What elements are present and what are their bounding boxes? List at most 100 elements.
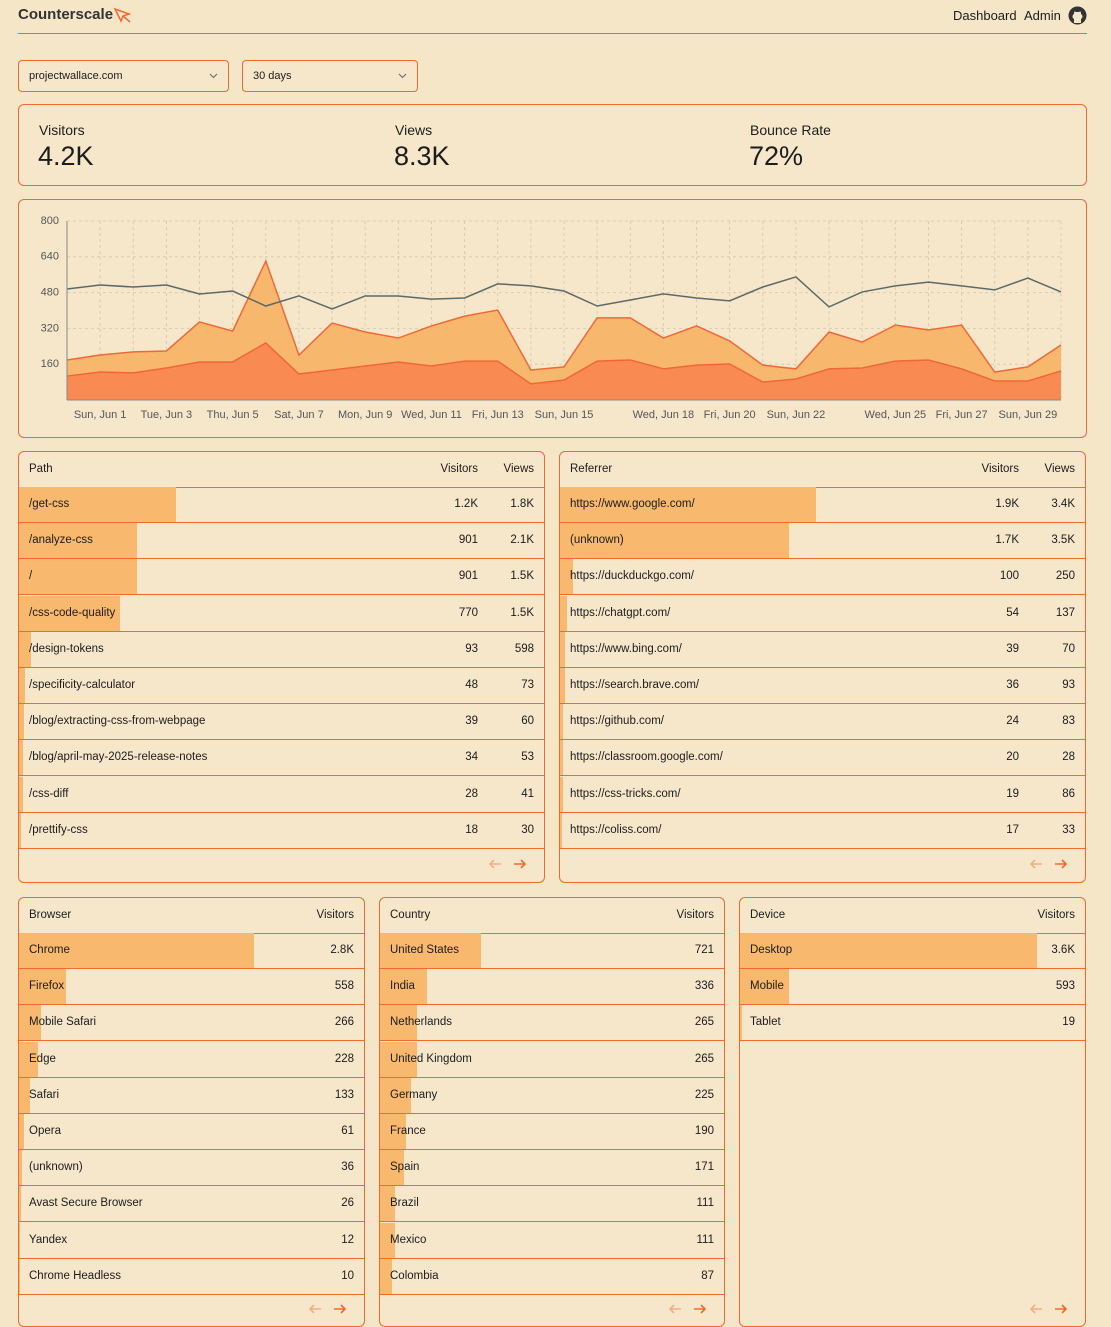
- row-label[interactable]: /analyze-css: [29, 534, 93, 547]
- nav-link[interactable]: Admin: [1024, 8, 1061, 23]
- row-label[interactable]: Chrome: [29, 944, 70, 956]
- row-label[interactable]: /css-diff: [29, 787, 69, 800]
- row-label[interactable]: Opera: [29, 1125, 61, 1137]
- table-row[interactable]: Colombia 87: [380, 1258, 724, 1295]
- row-label[interactable]: /css-code-quality: [29, 606, 116, 619]
- table-row[interactable]: https://css-tricks.com/19 86: [560, 776, 1085, 813]
- row-label[interactable]: Tablet: [750, 1016, 781, 1029]
- row-label[interactable]: https://www.google.com/: [570, 498, 695, 510]
- table-row[interactable]: /css-diff 28 41: [19, 776, 544, 813]
- table-row[interactable]: Chrome 2.8K: [19, 933, 364, 969]
- row-label[interactable]: Mexico: [390, 1233, 427, 1246]
- row-label[interactable]: Firefox: [29, 980, 65, 993]
- row-label[interactable]: https://github.com/: [570, 715, 664, 728]
- row-label[interactable]: /blog/april-may-2025-release-notes: [29, 751, 208, 764]
- table-row[interactable]: Mobile Safari 266: [19, 1005, 364, 1042]
- row-label[interactable]: Chrome Headless: [29, 1269, 122, 1282]
- prev-page-button[interactable]: [308, 1303, 322, 1315]
- row-label[interactable]: https://search.brave.com/: [570, 679, 700, 691]
- prev-page-button[interactable]: [1029, 858, 1043, 870]
- table-row[interactable]: Desktop 3.6K: [740, 933, 1085, 969]
- table-row[interactable]: (unknown) 36: [19, 1150, 364, 1187]
- table-row[interactable]: Mobile 593: [740, 969, 1085, 1006]
- row-label[interactable]: Spain: [390, 1161, 420, 1174]
- site-select[interactable]: projectwallace.com: [18, 60, 229, 92]
- row-label[interactable]: Netherlands: [390, 1016, 453, 1029]
- table-row[interactable]: /specificity-calculator 48 73: [19, 668, 544, 704]
- github-icon[interactable]: [1068, 6, 1087, 25]
- row-label[interactable]: Colombia: [390, 1269, 439, 1282]
- table-row[interactable]: https://classroom.google.com/20 28: [560, 740, 1085, 777]
- prev-page-button[interactable]: [668, 1303, 682, 1315]
- row-label[interactable]: https://css-tricks.com/: [570, 787, 681, 800]
- row-label[interactable]: /specificity-calculator: [29, 679, 136, 691]
- table-row[interactable]: Chrome Headless 10: [19, 1258, 364, 1295]
- table-row[interactable]: Netherlands 265: [380, 1005, 724, 1042]
- table-row[interactable]: Spain 171: [380, 1150, 724, 1187]
- table-row[interactable]: Germany 225: [380, 1077, 724, 1114]
- next-page-button[interactable]: [333, 1303, 347, 1315]
- next-page-button[interactable]: [1054, 858, 1068, 870]
- next-page-button[interactable]: [513, 858, 527, 870]
- row-label[interactable]: /prettify-css: [29, 823, 88, 836]
- row-label[interactable]: (unknown): [29, 1161, 83, 1174]
- table-row[interactable]: /analyze-css 901 2.1K: [19, 523, 544, 560]
- table-row[interactable]: United States 721: [380, 933, 724, 969]
- table-row[interactable]: /design-tokens 93 598: [19, 631, 544, 668]
- table-row[interactable]: https://chatgpt.com/54 137: [560, 595, 1085, 632]
- row-label[interactable]: Avast Secure Browser: [29, 1197, 143, 1210]
- table-row[interactable]: /blog/april-may-2025-release-notes 34 53: [19, 740, 544, 777]
- row-label[interactable]: Mobile Safari: [29, 1016, 97, 1029]
- table-row[interactable]: Safari 133: [19, 1077, 364, 1114]
- row-label[interactable]: /get-css: [29, 498, 70, 510]
- table-row[interactable]: India 336: [380, 969, 724, 1006]
- row-label[interactable]: /blog/extracting-css-from-webpage: [29, 715, 206, 728]
- prev-page-button[interactable]: [488, 858, 502, 870]
- table-row[interactable]: https://duckduckgo.com/100 250: [560, 559, 1085, 596]
- row-label[interactable]: /design-tokens: [29, 642, 104, 655]
- table-row[interactable]: https://github.com/24 83: [560, 704, 1085, 741]
- table-row[interactable]: Brazil 111: [380, 1186, 724, 1223]
- table-row[interactable]: United Kingdom 265: [380, 1041, 724, 1078]
- table-row[interactable]: /prettify-css 18 30: [19, 812, 544, 849]
- row-label[interactable]: Desktop: [750, 944, 793, 956]
- table-row[interactable]: / 901 1.5K: [19, 559, 544, 596]
- row-label[interactable]: https://coliss.com/: [570, 823, 662, 836]
- row-label[interactable]: (unknown): [570, 534, 624, 547]
- row-label[interactable]: Mobile: [750, 980, 784, 993]
- table-row[interactable]: Mexico 111: [380, 1222, 724, 1259]
- row-label[interactable]: https://www.bing.com/: [570, 642, 682, 655]
- row-label[interactable]: Yandex: [29, 1233, 68, 1246]
- table-row[interactable]: https://www.bing.com/39 70: [560, 631, 1085, 668]
- row-label[interactable]: France: [390, 1125, 426, 1137]
- row-label[interactable]: Germany: [390, 1088, 438, 1101]
- table-row[interactable]: Yandex 12: [19, 1222, 364, 1259]
- table-row[interactable]: /blog/extracting-css-from-webpage 39 60: [19, 704, 544, 741]
- row-label[interactable]: India: [390, 980, 415, 993]
- table-row[interactable]: Tablet 19: [740, 1005, 1085, 1042]
- row-label[interactable]: United States: [390, 944, 460, 956]
- row-label[interactable]: United Kingdom: [390, 1052, 472, 1065]
- table-row[interactable]: Avast Secure Browser 26: [19, 1186, 364, 1223]
- range-select[interactable]: 30 days: [242, 60, 418, 92]
- table-row[interactable]: /css-code-quality 770 1.5K: [19, 595, 544, 632]
- table-row[interactable]: Firefox 558: [19, 969, 364, 1006]
- table-row[interactable]: /get-css 1.2K 1.8K: [19, 487, 544, 523]
- row-label[interactable]: https://chatgpt.com/: [570, 606, 671, 619]
- row-label[interactable]: https://classroom.google.com/: [570, 751, 723, 764]
- row-label[interactable]: https://duckduckgo.com/: [570, 570, 695, 583]
- nav-link[interactable]: Dashboard: [953, 8, 1017, 23]
- row-label[interactable]: Brazil: [390, 1197, 419, 1210]
- table-row[interactable]: (unknown) 1.7K 3.5K: [560, 523, 1085, 560]
- next-page-button[interactable]: [1054, 1303, 1068, 1315]
- logo[interactable]: Counterscale: [18, 6, 114, 23]
- row-label[interactable]: Edge: [29, 1052, 56, 1065]
- next-page-button[interactable]: [693, 1303, 707, 1315]
- table-row[interactable]: https://www.google.com/1.9K 3.4K: [560, 487, 1085, 523]
- table-row[interactable]: Opera 61: [19, 1114, 364, 1150]
- table-row[interactable]: https://coliss.com/17 33: [560, 812, 1085, 849]
- table-row[interactable]: Edge 228: [19, 1041, 364, 1078]
- table-row[interactable]: https://search.brave.com/36 93: [560, 668, 1085, 704]
- row-label[interactable]: Safari: [29, 1088, 60, 1101]
- table-row[interactable]: France 190: [380, 1114, 724, 1150]
